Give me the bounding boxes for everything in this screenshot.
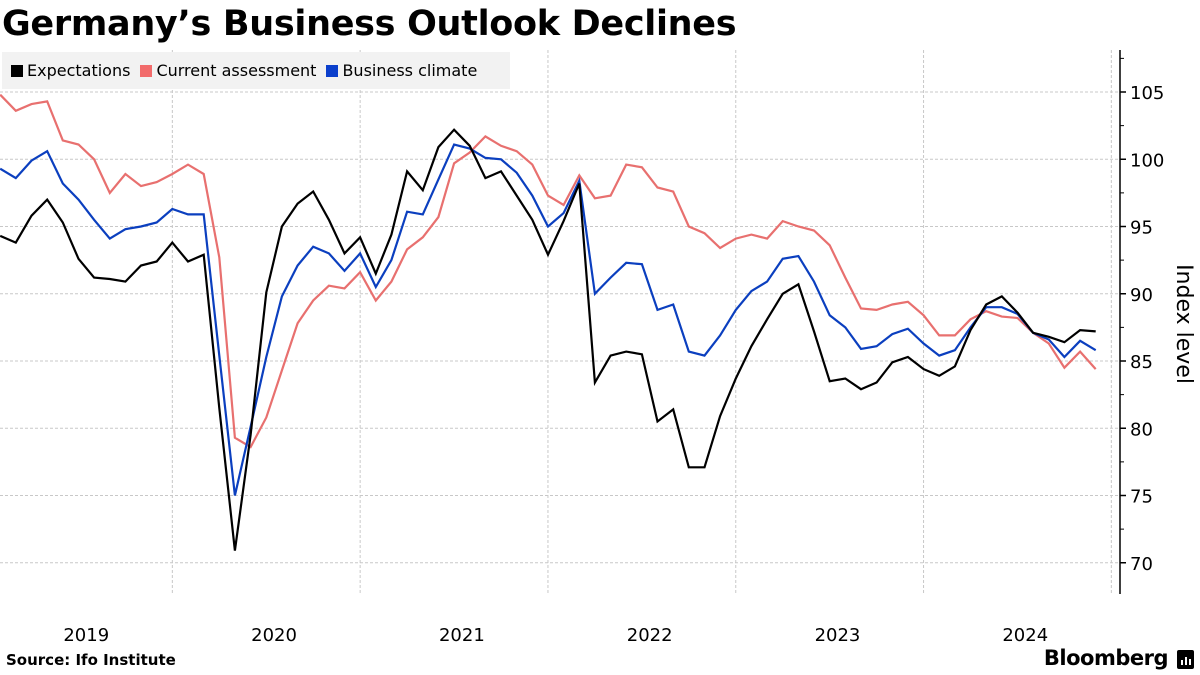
y-tick-label: 85 bbox=[1130, 352, 1153, 373]
gridlines bbox=[0, 50, 1120, 594]
x-tick-label: 2023 bbox=[815, 625, 861, 646]
y-tick-label: 70 bbox=[1130, 554, 1153, 575]
legend-swatch-current-assessment bbox=[140, 64, 153, 77]
legend-item-expectations: Expectations bbox=[11, 61, 130, 80]
legend-swatch-business-climate bbox=[326, 64, 339, 77]
y-tick-label: 75 bbox=[1130, 487, 1153, 508]
chart-title: Germany’s Business Outlook Declines bbox=[2, 4, 737, 44]
legend-label-current-assessment: Current assessment bbox=[156, 61, 317, 80]
legend-item-current-assessment: Current assessment bbox=[140, 61, 316, 80]
legend-label-expectations: Expectations bbox=[27, 61, 131, 80]
x-tick-label: 2024 bbox=[1002, 625, 1048, 646]
source-note: Source: Ifo Institute bbox=[6, 651, 176, 669]
y-tick-label: 90 bbox=[1130, 285, 1153, 306]
legend: Expectations Current assessment Business… bbox=[2, 52, 510, 89]
x-tick-labels: 2019 2020 2021 2022 2023 2024 bbox=[63, 625, 1048, 646]
y-tick-label: 80 bbox=[1130, 419, 1153, 440]
y-tick-label: 100 bbox=[1130, 150, 1164, 171]
y-axis-title: Index level bbox=[1171, 264, 1196, 384]
series-lines bbox=[0, 93, 1097, 551]
legend-item-business-climate: Business climate bbox=[326, 61, 477, 80]
y-tick-labels: 70 75 80 85 90 95 100 105 bbox=[1120, 57, 1164, 575]
x-tick-label: 2021 bbox=[439, 625, 485, 646]
series-line-expectations bbox=[0, 128, 1096, 551]
bloomberg-logo-text: Bloomberg bbox=[1043, 646, 1169, 670]
legend-label-business-climate: Business climate bbox=[342, 61, 478, 80]
x-tick-label: 2019 bbox=[63, 625, 109, 646]
bloomberg-chart-icon bbox=[1177, 650, 1194, 669]
y-tick-label: 105 bbox=[1130, 83, 1164, 104]
series-line-current-assessment bbox=[0, 93, 1097, 449]
series-line-business-climate bbox=[0, 143, 1097, 496]
y-tick-label: 95 bbox=[1130, 218, 1153, 239]
legend-swatch-expectations bbox=[11, 64, 23, 77]
x-tick-label: 2020 bbox=[251, 625, 297, 646]
x-tick-label: 2022 bbox=[627, 625, 673, 646]
